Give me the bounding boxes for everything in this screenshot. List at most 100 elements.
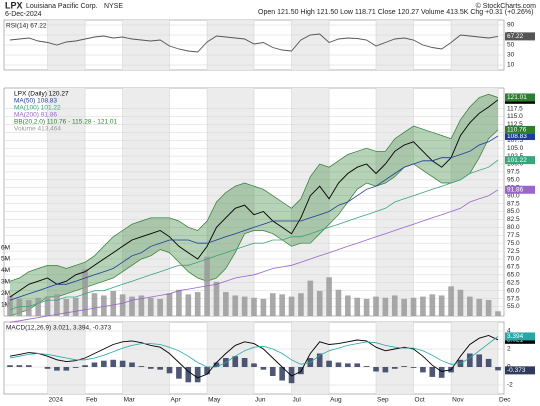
bar	[345, 363, 351, 367]
series-line	[9, 189, 499, 323]
bar	[91, 362, 98, 367]
series-line	[9, 159, 499, 311]
bar	[391, 367, 398, 369]
band-lower	[9, 129, 499, 317]
month-band	[122, 88, 170, 316]
bar	[147, 367, 154, 369]
y-tick-label: 77.5	[507, 232, 520, 239]
bar	[251, 363, 257, 367]
bar	[72, 297, 79, 316]
bar	[326, 360, 332, 367]
bar	[25, 300, 32, 316]
bar	[288, 367, 295, 384]
y-tick-label: 65.0	[507, 272, 520, 279]
y-tick-label: 90.0	[507, 192, 520, 199]
bar	[476, 354, 483, 367]
y-tick-label: 72.5	[507, 248, 520, 255]
exchange: NYSE	[104, 3, 123, 10]
value-box	[505, 366, 535, 375]
y-tick-label: 117.5	[507, 105, 523, 112]
x-tick-label: Nov	[452, 397, 464, 404]
series-line	[9, 33, 499, 53]
bar	[438, 295, 445, 316]
quote: Open 121.50 High 121.50 Low 118.71 Close…	[258, 9, 533, 16]
bar	[467, 353, 473, 367]
month-band	[376, 322, 414, 394]
bar	[438, 367, 445, 378]
bar	[223, 292, 229, 316]
month-band	[122, 322, 170, 394]
bar	[16, 365, 23, 367]
bar	[241, 358, 248, 367]
bar	[147, 297, 154, 316]
y-tick-label: 95.0	[507, 177, 520, 184]
y-tick-label: 60.0	[507, 287, 520, 294]
bar	[91, 293, 98, 316]
bar	[213, 362, 220, 367]
y-tick-label: -2	[507, 382, 513, 389]
bar	[63, 367, 70, 371]
bar	[457, 289, 464, 316]
credit: © StockCharts.com	[476, 2, 537, 10]
bar	[166, 367, 173, 374]
bar	[279, 294, 285, 316]
bar	[485, 358, 492, 367]
y-tick-label: 2	[507, 346, 511, 353]
y-tick-label: 97.5	[507, 169, 520, 176]
legend-entry: Volume 413,464	[14, 126, 61, 133]
bar	[7, 295, 13, 316]
bar	[345, 295, 351, 316]
series-line	[9, 336, 499, 368]
bar	[316, 353, 323, 367]
series-line	[9, 99, 499, 298]
bar	[157, 298, 163, 316]
bar	[363, 298, 370, 316]
y-tick-label: 112.5	[507, 121, 523, 128]
x-tick-label: Aug	[330, 397, 342, 404]
bar	[129, 296, 135, 316]
y2-tick-label: 5M	[1, 256, 10, 263]
value-box-label: -0.373	[507, 367, 526, 374]
bar	[54, 367, 60, 371]
legend-entry: MA(200) 91.86	[14, 112, 57, 119]
bar	[25, 365, 32, 367]
series-line	[9, 335, 499, 379]
bar	[166, 293, 173, 316]
bar	[298, 293, 304, 316]
value-box	[505, 32, 535, 41]
bar	[194, 367, 201, 383]
value-box	[505, 93, 535, 102]
bar	[213, 281, 220, 316]
bar	[448, 286, 454, 316]
y-tick-label: 55.0	[507, 303, 520, 310]
y-tick-label: 105.0	[507, 145, 524, 152]
bar	[307, 280, 314, 316]
y-tick-label: 85.0	[507, 208, 520, 215]
value-box-label: 108.83	[507, 133, 527, 140]
y-tick-label: 87.5	[507, 200, 520, 207]
value-box-label: 67.22	[507, 33, 524, 40]
bar	[16, 298, 23, 316]
bar	[204, 367, 210, 375]
value-box	[505, 132, 535, 141]
month-band	[47, 88, 86, 316]
bar	[119, 294, 126, 316]
x-tick-label: Jun	[255, 397, 266, 404]
bar	[82, 365, 88, 367]
legend-entry: BB(20,2.0) 110.76 - 115.28 - 121.01	[14, 119, 117, 126]
bar	[269, 293, 276, 316]
bar	[420, 367, 426, 373]
bar	[72, 367, 79, 368]
bar	[401, 298, 407, 316]
x-tick-label: 2024	[49, 397, 64, 404]
y-tick-label: 82.5	[507, 216, 520, 223]
bar	[204, 256, 210, 316]
value-box-label: 110.76	[507, 127, 527, 134]
bar	[138, 295, 145, 316]
x-tick-label: Oct	[415, 397, 425, 404]
bar	[354, 297, 361, 316]
y-tick-label: 30	[507, 52, 515, 59]
month-band	[207, 88, 254, 316]
bar	[354, 363, 361, 367]
bar	[391, 295, 398, 316]
